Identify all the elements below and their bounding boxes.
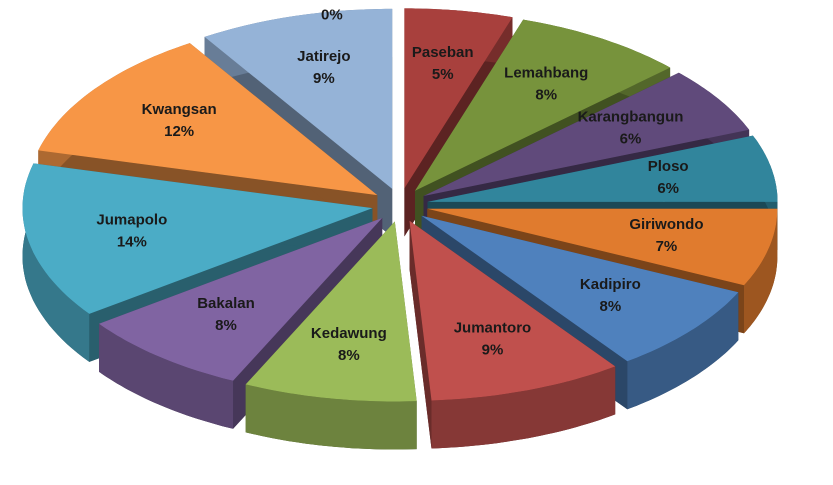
- value-label: 8%: [600, 298, 622, 315]
- slice-label: Ploso: [648, 158, 689, 175]
- slice-top: [427, 208, 778, 286]
- slice-label: Paseban: [412, 44, 474, 61]
- value-label: 0%: [321, 6, 343, 23]
- slice-top: [204, 8, 393, 189]
- slice-top: [421, 215, 739, 362]
- slice-top: [404, 8, 513, 189]
- value-label: 6%: [657, 180, 679, 197]
- slice-top: [427, 135, 778, 202]
- slice-side: [409, 220, 432, 449]
- slice-wall: [431, 366, 616, 449]
- value-label: 6%: [620, 130, 642, 147]
- slice-top: [99, 217, 383, 381]
- value-label: 9%: [482, 341, 504, 358]
- slice-label: Kadipiro: [580, 276, 641, 293]
- slice-wall: [245, 384, 417, 450]
- slice-top: [409, 220, 616, 401]
- value-label: 12%: [164, 123, 194, 140]
- slice-label: Lemahbang: [504, 64, 588, 81]
- slice-label: Jumantoro: [454, 319, 532, 336]
- slice: [245, 221, 417, 450]
- slice-label: Jumapolo: [96, 212, 167, 229]
- slice-top: [245, 221, 417, 402]
- slice-label: Bakalan: [197, 295, 255, 312]
- slice-wall: [627, 292, 739, 410]
- slice-label: Kedawung: [311, 325, 387, 342]
- value-label: 8%: [535, 86, 557, 103]
- slice-label: Jatirejo: [297, 48, 350, 65]
- slice-top: [38, 43, 378, 196]
- slice-label: Karangbangun: [578, 108, 684, 125]
- slice-wall: [99, 323, 234, 429]
- value-label: 8%: [338, 347, 360, 364]
- slice-wall: [744, 208, 778, 334]
- value-label: 5%: [432, 66, 454, 83]
- value-label: 7%: [656, 238, 678, 255]
- slice-label: Kwangsan: [142, 101, 217, 118]
- slice: [409, 220, 616, 449]
- slice-top: [22, 163, 373, 314]
- value-label: 14%: [117, 234, 147, 251]
- slice-top: [423, 72, 750, 196]
- value-label: 9%: [313, 70, 335, 87]
- value-label: 8%: [215, 317, 237, 334]
- slice-label: Giriwondo: [629, 216, 703, 233]
- slice-wall: [22, 163, 90, 362]
- slice-top: [415, 19, 671, 191]
